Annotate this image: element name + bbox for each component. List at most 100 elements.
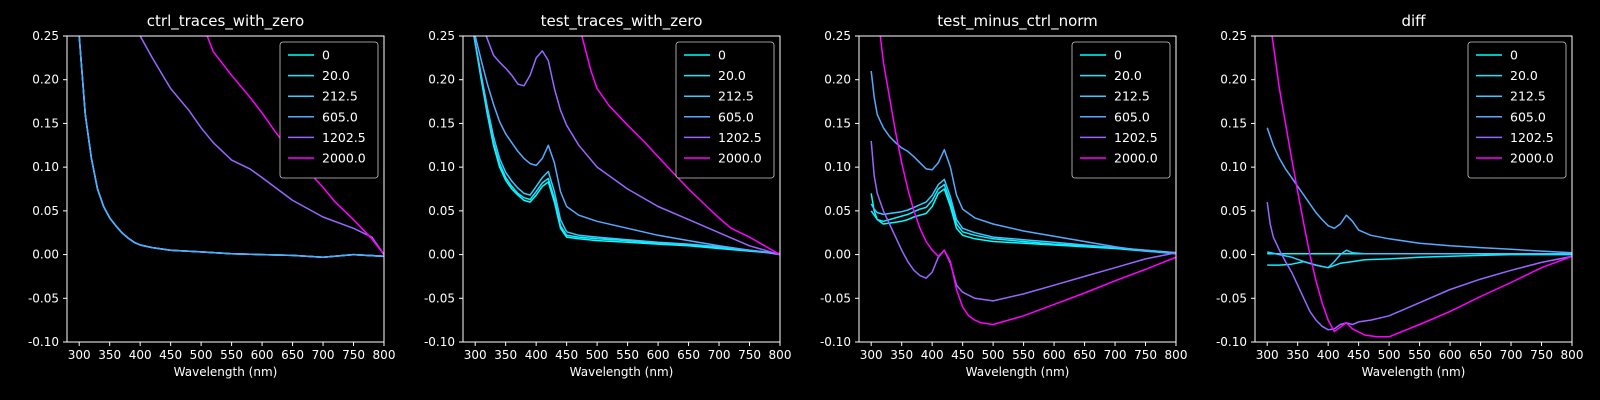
- legend-label: 1202.5: [718, 130, 762, 145]
- y-tick-label: 0.20: [428, 73, 455, 87]
- x-tick-label: 800: [769, 348, 792, 362]
- x-tick-label: 300: [68, 348, 91, 362]
- x-tick-label: 700: [1104, 348, 1127, 362]
- chart-panel-2: test_minus_ctrl_norm -0.10 -0.05 0.00 0.05 0.…: [820, 12, 1188, 379]
- legend-label: 20.0: [718, 68, 746, 83]
- axes-frame: [1254, 35, 1573, 343]
- x-axis-label: Wavelength (nm): [1362, 365, 1466, 379]
- legend-label: 605.0: [322, 109, 358, 124]
- legend: 0 20.0 212.5 605.0 1202.5 2000.0: [1071, 41, 1171, 179]
- x-tick-label: 300: [860, 348, 883, 362]
- x-tick-label: 750: [738, 348, 761, 362]
- y-tick-label: 0.25: [428, 29, 455, 43]
- legend-label: 0: [1114, 48, 1122, 63]
- legend-label: 1202.5: [1114, 130, 1158, 145]
- x-tick-label: 500: [982, 348, 1005, 362]
- y-tick-label: -0.05: [1216, 291, 1247, 305]
- series-line-1202.5: [139, 36, 384, 256]
- x-tick-label: 400: [129, 348, 152, 362]
- x-tick-label: 650: [281, 348, 304, 362]
- legend-label: 212.5: [718, 89, 754, 104]
- x-tick-label: 500: [190, 348, 213, 362]
- legend-label: 212.5: [322, 89, 358, 104]
- x-tick-label: 800: [1165, 348, 1188, 362]
- y-tick-label: 0.00: [824, 248, 851, 262]
- x-tick-label: 750: [1134, 348, 1157, 362]
- legend-label: 605.0: [1510, 109, 1546, 124]
- series-line-1202.5: [1266, 201, 1572, 331]
- y-tick-label: 0.10: [824, 160, 851, 174]
- x-tick-label: 700: [312, 348, 335, 362]
- y-tick-label: 0.15: [428, 116, 455, 130]
- chart-panel-1: test_traces_with_zero -0.10 -0.05 0.00 0.05 0…: [424, 12, 792, 379]
- x-tick-label: 350: [494, 348, 517, 362]
- legend-label: 2000.0: [1510, 151, 1554, 166]
- y-tick-label: -0.10: [424, 335, 455, 349]
- legend-label: 20.0: [322, 68, 350, 83]
- x-tick-label: 800: [1561, 348, 1584, 362]
- chart-title: test_minus_ctrl_norm: [937, 12, 1098, 31]
- series-line-212.5: [1267, 249, 1572, 269]
- y-tick-label: -0.10: [28, 335, 59, 349]
- legend-label: 20.0: [1114, 68, 1142, 83]
- y-tick-label: 0.10: [428, 160, 455, 174]
- series-line-20.0: [870, 183, 1176, 254]
- y-tick-label: 0.10: [1220, 160, 1247, 174]
- x-tick-label: 700: [708, 348, 731, 362]
- y-tick-label: 0.25: [824, 29, 851, 43]
- legend-label: 0: [322, 48, 330, 63]
- axes-frame: [66, 35, 385, 343]
- series-line-20.0: [473, 36, 780, 255]
- legend-label: 2000.0: [1114, 151, 1158, 166]
- legend-label: 212.5: [1114, 89, 1150, 104]
- series-line-2000.0: [1271, 36, 1572, 338]
- x-tick-label: 450: [951, 348, 974, 362]
- axes-frame: [462, 35, 781, 343]
- x-tick-label: 350: [1286, 348, 1309, 362]
- series-line-605.0: [474, 36, 780, 256]
- y-tick-label: 0.00: [1220, 248, 1247, 262]
- y-tick-label: -0.05: [28, 291, 59, 305]
- series-line-1202.5: [870, 140, 1176, 302]
- x-tick-label: 700: [1500, 348, 1523, 362]
- x-tick-label: 600: [251, 348, 274, 362]
- x-axis-label: Wavelength (nm): [966, 365, 1070, 379]
- x-tick-label: 500: [586, 348, 609, 362]
- y-tick-label: -0.10: [1216, 335, 1247, 349]
- x-tick-label: 450: [555, 348, 578, 362]
- x-tick-label: 350: [890, 348, 913, 362]
- legend-label: 1202.5: [1510, 130, 1554, 145]
- x-tick-label: 800: [373, 348, 396, 362]
- legend-label: 0: [1510, 48, 1518, 63]
- y-tick-label: 0.25: [32, 29, 59, 43]
- y-tick-label: -0.10: [820, 335, 851, 349]
- x-tick-label: 450: [1347, 348, 1370, 362]
- x-tick-label: 500: [1378, 348, 1401, 362]
- y-tick-label: 0.20: [1220, 73, 1247, 87]
- series-line-0: [473, 36, 780, 255]
- series-line-2000.0: [879, 36, 1176, 326]
- x-tick-label: 600: [1043, 348, 1066, 362]
- x-axis-label: Wavelength (nm): [174, 365, 278, 379]
- chart-title: diff: [1401, 12, 1426, 30]
- chart-title: test_traces_with_zero: [541, 12, 703, 31]
- y-tick-label: -0.05: [820, 291, 851, 305]
- x-tick-label: 400: [1317, 348, 1340, 362]
- y-tick-label: -0.05: [424, 291, 455, 305]
- legend: 0 20.0 212.5 605.0 1202.5 2000.0: [675, 41, 775, 179]
- legend-label: 2000.0: [718, 151, 762, 166]
- series-line-1202.5: [485, 36, 780, 256]
- x-tick-label: 750: [342, 348, 365, 362]
- series-line-605.0: [870, 70, 1176, 255]
- legend-label: 1202.5: [322, 130, 366, 145]
- x-tick-label: 600: [647, 348, 670, 362]
- legend-label: 2000.0: [322, 151, 366, 166]
- legend-label: 20.0: [1510, 68, 1538, 83]
- x-tick-label: 350: [98, 348, 121, 362]
- x-tick-label: 550: [1408, 348, 1431, 362]
- x-tick-label: 550: [1012, 348, 1035, 362]
- legend-label: 0: [718, 48, 726, 63]
- x-tick-label: 550: [616, 348, 639, 362]
- chart-title: ctrl_traces_with_zero: [147, 12, 304, 31]
- legend-label: 212.5: [1510, 89, 1546, 104]
